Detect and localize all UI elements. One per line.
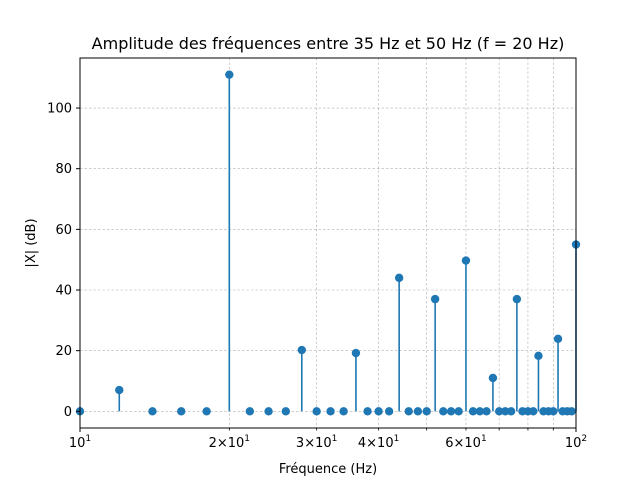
stem-marker bbox=[475, 407, 485, 416]
x-minor-tick-label: 3×101 bbox=[296, 434, 337, 451]
stem-marker bbox=[430, 294, 440, 304]
y-tick-label: 0 bbox=[64, 405, 72, 420]
stem-marker bbox=[363, 407, 372, 416]
stem-marker bbox=[374, 407, 383, 416]
x-minor-tick-label: 4×101 bbox=[358, 434, 399, 451]
x-minor-tick-label: 6×101 bbox=[445, 434, 486, 451]
stem-marker bbox=[281, 407, 291, 416]
x-axis-label: Fréquence (Hz) bbox=[279, 462, 377, 477]
grid-lines bbox=[79, 58, 577, 428]
stem-marker bbox=[446, 407, 456, 416]
x-tick-label: 101 bbox=[69, 434, 91, 451]
stem-marker bbox=[326, 407, 335, 416]
stem-marker bbox=[404, 407, 413, 416]
stem-marker bbox=[202, 407, 211, 416]
axis-ticks: 101 102 2×101 3×101 4×101 6×101 0 20 40 60 80 100 bbox=[47, 102, 587, 451]
stem-marker bbox=[529, 407, 538, 416]
plot-frame bbox=[79, 57, 577, 429]
stem-marker bbox=[549, 407, 558, 416]
stem-marker bbox=[148, 407, 157, 416]
y-axis-label: |X| (dB) bbox=[24, 218, 39, 267]
stem-marker bbox=[501, 407, 510, 416]
x-tick-label: 102 bbox=[565, 434, 587, 451]
stem-series bbox=[75, 70, 581, 416]
chart-title: Amplitude des fréquences entre 35 Hz et … bbox=[92, 34, 565, 53]
stem-marker bbox=[312, 407, 321, 416]
stem-marker bbox=[413, 407, 423, 416]
stem-marker bbox=[461, 256, 471, 265]
y-tick-label: 100 bbox=[47, 102, 72, 117]
stem-marker bbox=[512, 294, 522, 304]
y-tick-label: 40 bbox=[55, 284, 72, 299]
stem-marker bbox=[394, 273, 404, 283]
stem-marker bbox=[384, 407, 394, 416]
y-tick-label: 80 bbox=[55, 162, 72, 177]
stem-marker bbox=[482, 407, 491, 416]
stem-marker bbox=[468, 407, 478, 416]
stem-marker bbox=[115, 385, 124, 395]
stem-marker bbox=[339, 407, 348, 416]
stem-marker bbox=[567, 407, 576, 416]
y-tick-label: 20 bbox=[55, 344, 72, 359]
stem-marker bbox=[553, 334, 563, 344]
stem-marker bbox=[264, 407, 273, 416]
stem-marker bbox=[225, 70, 234, 79]
y-tick-label: 60 bbox=[55, 223, 72, 238]
stem-marker bbox=[439, 407, 448, 416]
stem-marker bbox=[297, 345, 306, 355]
stem-marker bbox=[494, 407, 504, 416]
stem-marker bbox=[488, 373, 498, 383]
stem-marker bbox=[454, 407, 463, 416]
stem-marker bbox=[422, 407, 431, 416]
stem-marker bbox=[506, 407, 516, 416]
stem-marker bbox=[245, 407, 255, 416]
stem-marker bbox=[351, 348, 361, 358]
x-minor-tick-label: 2×101 bbox=[209, 434, 250, 451]
stem-marker bbox=[177, 407, 186, 416]
stem-marker bbox=[534, 351, 543, 361]
